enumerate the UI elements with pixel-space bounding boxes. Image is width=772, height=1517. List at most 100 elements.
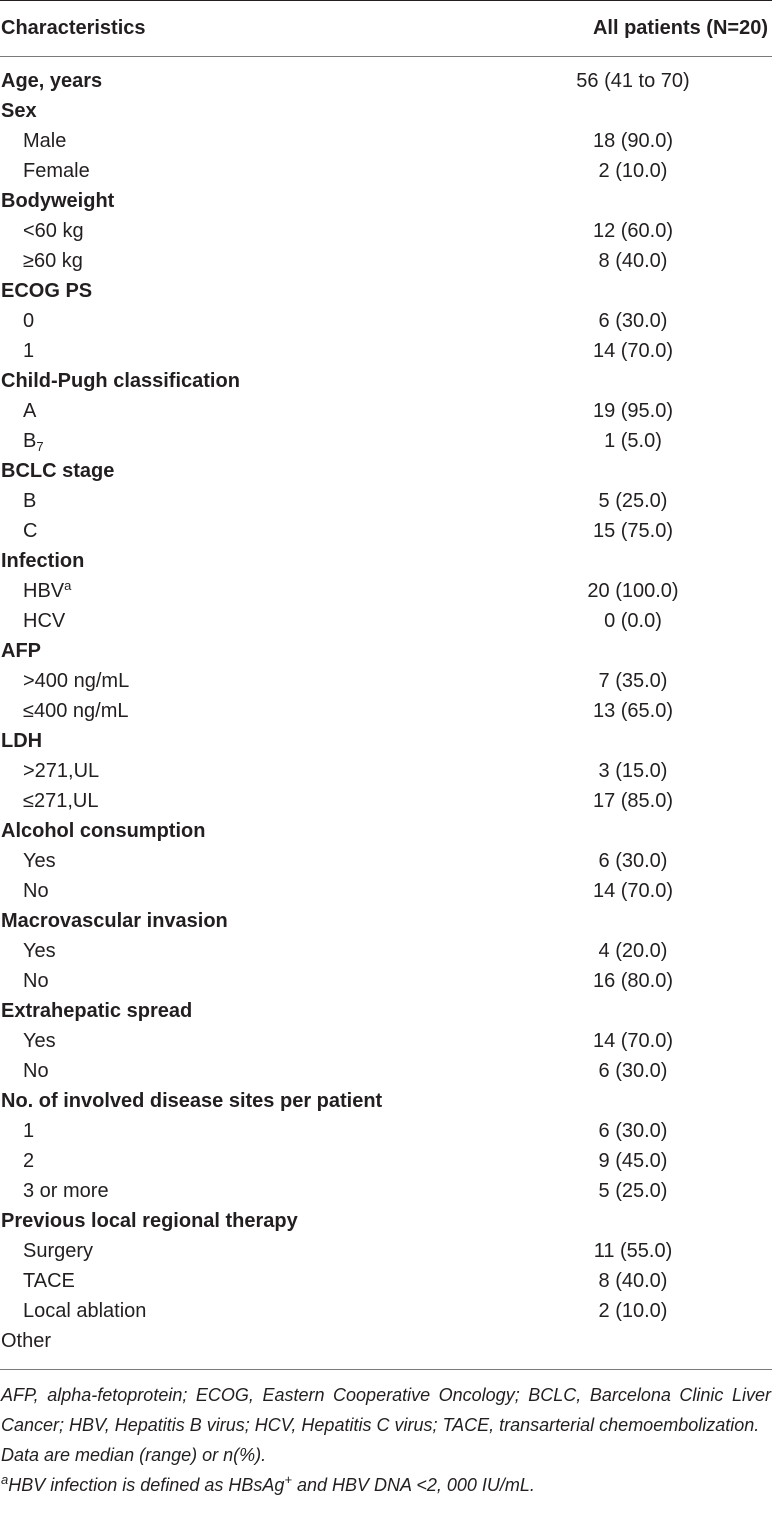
row-label: Sex [1, 100, 37, 123]
table-row: Male 18 (90.0) [0, 129, 772, 159]
table-row: ≤271,UL 17 (85.0) [0, 789, 772, 819]
row-label-subscript: 7 [36, 439, 44, 454]
table-row: 0 6 (30.0) [0, 309, 772, 339]
row-value: 7 (35.0) [598, 670, 668, 692]
table-row: No 6 (30.0) [0, 1059, 772, 1089]
category-row: No. of involved disease sites per patien… [0, 1089, 772, 1119]
row-label-text: Infection [1, 550, 85, 572]
row-label-text: A [23, 400, 37, 422]
table-row: B7 1 (5.0) [0, 429, 772, 459]
row-label: No [23, 970, 49, 993]
row-label: Alcohol consumption [1, 820, 205, 843]
row-value: 6 (30.0) [598, 850, 668, 872]
table-row: No 16 (80.0) [0, 969, 772, 999]
row-label: HCV [23, 610, 65, 633]
row-label-text: 1 [23, 340, 35, 362]
table-body: Age, years 56 (41 to 70) Sex Male 18 (90.0) F… [0, 69, 772, 1359]
row-value: 14 (70.0) [592, 1030, 674, 1052]
row-value: 17 (85.0) [592, 790, 674, 812]
category-row: Child-Pugh classification [0, 369, 772, 399]
row-label-text: ≤271,UL [23, 790, 99, 812]
row-label-text: No. of involved disease sites per patien… [1, 1090, 383, 1112]
row-label: TACE [23, 1270, 75, 1293]
row-label: Other [1, 1330, 51, 1353]
row-label: No [23, 880, 49, 903]
row-label: >400 ng/mL [23, 670, 129, 693]
row-label: Yes [23, 940, 56, 963]
row-value: 2 (10.0) [598, 1300, 668, 1322]
row-label-text: Other [1, 1330, 52, 1352]
footnote-marker: a [1, 1472, 9, 1487]
row-label-text: 1 [23, 1120, 35, 1142]
row-value: 8 (40.0) [598, 250, 668, 272]
table-row: Yes 6 (30.0) [0, 849, 772, 879]
header-characteristics: Characteristics [1, 17, 146, 39]
row-label-text: >271,UL [23, 760, 100, 782]
row-label: Macrovascular invasion [1, 910, 228, 933]
table-header: Characteristics All patients (N=20) [0, 0, 772, 56]
category-row: AFP [0, 639, 772, 669]
row-label-text: C [23, 520, 38, 542]
footnote-hbv-text-2: and HBV DNA <2, 000 IU/mL. [291, 1475, 535, 1495]
row-label: Infection [1, 550, 84, 573]
table-row: Female 2 (10.0) [0, 159, 772, 189]
row-label: ≤271,UL [23, 790, 98, 813]
row-label-text: <60 kg [23, 220, 84, 242]
row-label-text: AFP [1, 640, 41, 662]
footnote-data-note: Data are median (range) or n(%). [1, 1445, 267, 1465]
footnote-abbreviations: AFP, alpha-fetoprotein; ECOG, Eastern Co… [1, 1385, 771, 1435]
table-row: <60 kg 12 (60.0) [0, 219, 772, 249]
row-label-text: No [23, 970, 49, 992]
category-row: Infection [0, 549, 772, 579]
table-row: 1 6 (30.0) [0, 1119, 772, 1149]
row-label: Local ablation [23, 1300, 146, 1323]
header-all-patients: All patients (N=20) [592, 17, 768, 39]
row-label-text: Yes [23, 850, 56, 872]
footnote-hbv-text-1: HBV infection is defined as HBsAg [8, 1475, 285, 1495]
table-footnotes: AFP, alpha-fetoprotein; ECOG, Eastern Co… [1, 1380, 771, 1500]
table-row: ≤400 ng/mL 13 (65.0) [0, 699, 772, 729]
row-label: Male [23, 130, 66, 153]
row-label: Surgery [23, 1240, 93, 1263]
row-label-text: Child-Pugh classification [1, 370, 240, 392]
table-row: TACE 8 (40.0) [0, 1269, 772, 1299]
category-row: Age, years 56 (41 to 70) [0, 69, 772, 99]
row-label-text: Extrahepatic spread [1, 1000, 193, 1022]
row-label: No. of involved disease sites per patien… [1, 1090, 382, 1113]
row-value: 13 (65.0) [592, 700, 674, 722]
row-label-text: Alcohol consumption [1, 820, 206, 842]
table-row: Surgery 11 (55.0) [0, 1239, 772, 1269]
row-label: Bodyweight [1, 190, 114, 213]
row-label-text: Bodyweight [1, 190, 115, 212]
row-value: 3 (15.0) [598, 760, 668, 782]
row-label: 3 or more [23, 1180, 109, 1203]
table-row: A 19 (95.0) [0, 399, 772, 429]
row-label: Yes [23, 850, 56, 873]
row-label-text: Sex [1, 100, 37, 122]
row-label-text: No [23, 880, 49, 902]
table-row: Yes 4 (20.0) [0, 939, 772, 969]
category-row: BCLC stage [0, 459, 772, 489]
category-row: Sex [0, 99, 772, 129]
row-value: 6 (30.0) [598, 310, 668, 332]
row-label: Female [23, 160, 90, 183]
category-row: Bodyweight [0, 189, 772, 219]
row-value: 4 (20.0) [598, 940, 668, 962]
row-value: 6 (30.0) [598, 1060, 668, 1082]
category-row: Alcohol consumption [0, 819, 772, 849]
row-value: 12 (60.0) [592, 220, 674, 242]
table-row: C 15 (75.0) [0, 519, 772, 549]
row-label-text: ECOG PS [1, 280, 93, 302]
row-value: 5 (25.0) [598, 1180, 668, 1202]
row-label-text: Previous local regional therapy [1, 1210, 298, 1232]
category-row: Macrovascular invasion [0, 909, 772, 939]
row-label: ≥60 kg [23, 250, 83, 273]
row-value: 56 (41 to 70) [576, 70, 690, 92]
row-value: 5 (25.0) [598, 490, 668, 512]
row-label-text: HCV [23, 610, 66, 632]
row-label-text: No [23, 1060, 49, 1082]
row-value: 6 (30.0) [598, 1120, 668, 1142]
row-value: 0 (0.0) [604, 610, 662, 632]
row-value: 14 (70.0) [592, 880, 674, 902]
row-label-text: Male [23, 130, 67, 152]
